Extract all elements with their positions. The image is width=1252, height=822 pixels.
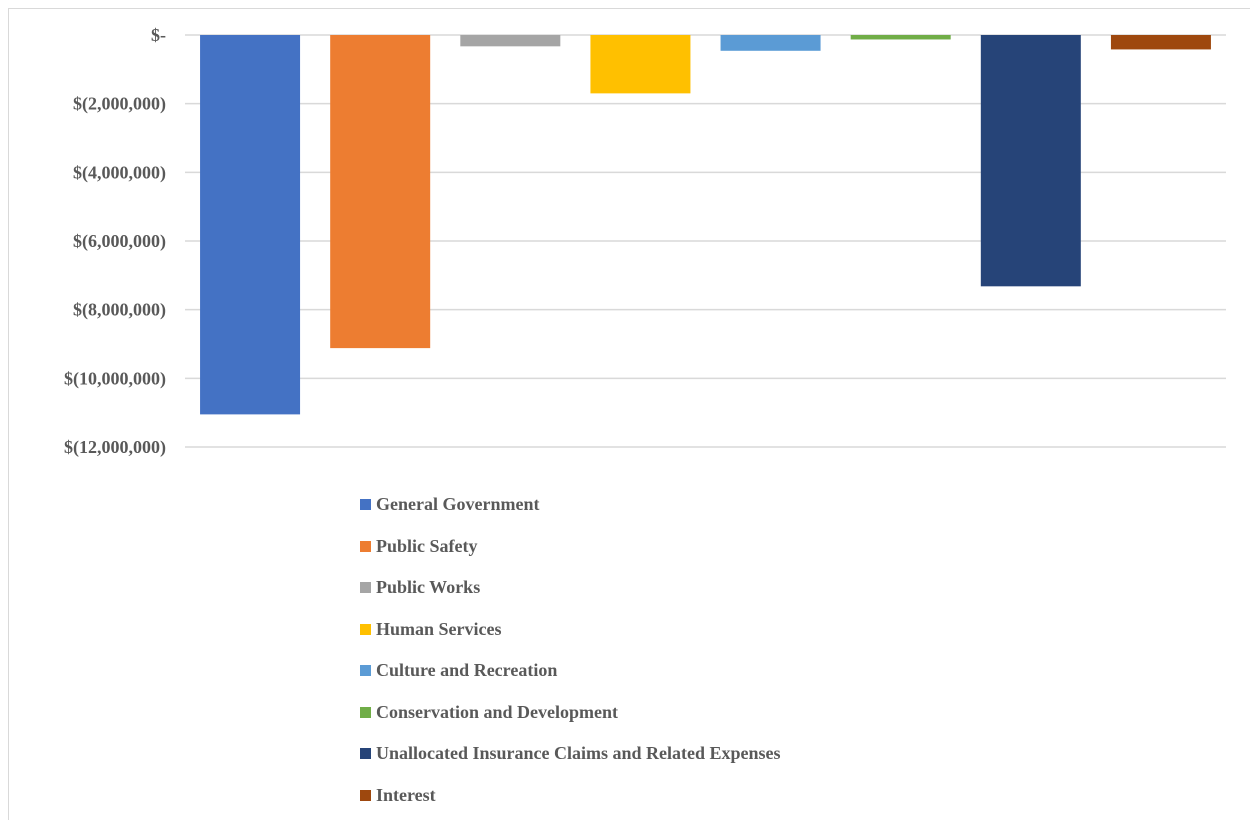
legend-item: Culture and Recreation bbox=[360, 650, 781, 692]
legend-label: Public Works bbox=[376, 577, 481, 598]
y-tick-label: $(6,000,000) bbox=[73, 231, 166, 252]
legend-swatch bbox=[360, 665, 371, 677]
legend-label: Human Services bbox=[376, 618, 502, 639]
legend-swatch bbox=[360, 748, 371, 760]
chart-frame bbox=[8, 8, 1250, 820]
legend-item: Public Works bbox=[360, 567, 781, 609]
bar bbox=[1110, 35, 1211, 50]
legend-item: Conservation and Development bbox=[360, 692, 781, 734]
bars bbox=[200, 35, 1211, 415]
legend-item: Interest bbox=[360, 775, 781, 817]
legend-label: Public Safety bbox=[376, 535, 478, 556]
legend-item: Human Services bbox=[360, 609, 781, 651]
legend-item: General Government bbox=[360, 484, 781, 526]
legend-swatch bbox=[360, 582, 371, 594]
bar bbox=[720, 35, 821, 51]
legend-swatch bbox=[360, 706, 371, 718]
y-tick-label: $- bbox=[151, 25, 166, 45]
y-tick-label: $(12,000,000) bbox=[64, 437, 166, 458]
bar bbox=[460, 35, 561, 47]
legend-swatch bbox=[360, 499, 371, 511]
legend-label: General Government bbox=[376, 494, 540, 515]
bar bbox=[330, 35, 431, 349]
legend-label: Conservation and Development bbox=[376, 701, 618, 722]
bar bbox=[590, 35, 691, 94]
y-tick-label: $(10,000,000) bbox=[64, 368, 166, 389]
bar bbox=[850, 35, 951, 40]
legend-swatch bbox=[360, 789, 371, 801]
y-tick-label: $(4,000,000) bbox=[73, 162, 166, 183]
legend-label: Unallocated Insurance Claims and Related… bbox=[376, 743, 781, 764]
bar bbox=[200, 35, 301, 415]
bar bbox=[980, 35, 1081, 287]
bar-chart: $- $(2,000,000) $(4,000,000) $(6,000,000) $(… bbox=[64, 25, 1226, 458]
y-tick-label: $(2,000,000) bbox=[73, 94, 166, 115]
y-tick-label: $(8,000,000) bbox=[73, 300, 166, 321]
legend-label: Culture and Recreation bbox=[376, 660, 558, 681]
legend: General Government Public Safety Public Wo… bbox=[360, 484, 781, 816]
legend-item: Public Safety bbox=[360, 526, 781, 568]
legend-swatch bbox=[360, 623, 371, 635]
y-axis-tick-labels: $- $(2,000,000) $(4,000,000) $(6,000,000) $(… bbox=[64, 25, 166, 458]
legend-label: Interest bbox=[376, 784, 436, 805]
legend-item: Unallocated Insurance Claims and Related… bbox=[360, 733, 781, 775]
legend-swatch bbox=[360, 540, 371, 552]
